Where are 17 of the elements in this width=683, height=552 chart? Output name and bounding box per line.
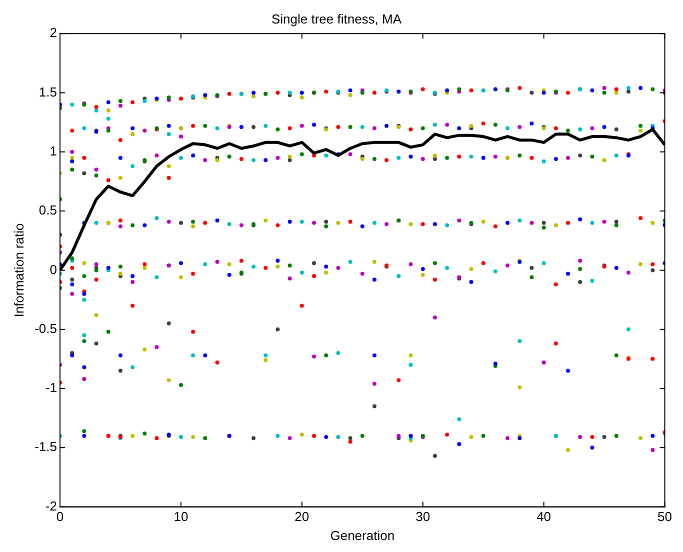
x-tick-label: 30 xyxy=(416,509,430,524)
y-tick-label: -1.5 xyxy=(34,439,57,454)
y-tick-label: -0.5 xyxy=(34,320,57,336)
y-tick-label: 1 xyxy=(50,143,57,158)
x-tick-label: 50 xyxy=(658,509,672,524)
chart-title: Single tree fitness, MA xyxy=(271,11,402,26)
x-tick-label: 10 xyxy=(174,509,188,524)
x-tick-label: 20 xyxy=(294,509,310,524)
y-axis-title: Information ratio xyxy=(11,223,26,318)
y-tick-label: -1 xyxy=(45,380,57,396)
y-tick-label: 1.5 xyxy=(38,84,57,100)
y-tick-label: -2 xyxy=(45,498,57,514)
y-tick-label: 0.5 xyxy=(38,202,57,218)
y-tick-label: 0 xyxy=(50,262,57,277)
y-tick-label: 2 xyxy=(50,25,57,40)
x-tick-label: 40 xyxy=(536,509,552,524)
x-axis-title: Generation xyxy=(330,528,395,543)
